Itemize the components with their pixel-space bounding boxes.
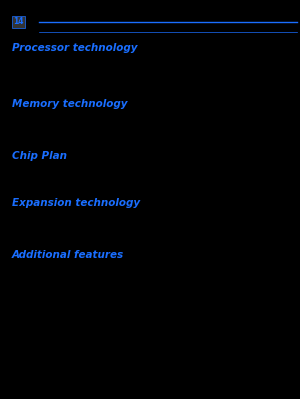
Text: Additional features: Additional features bbox=[12, 250, 124, 261]
Text: Processor technology: Processor technology bbox=[12, 43, 137, 53]
Text: Memory technology: Memory technology bbox=[12, 99, 128, 109]
Text: 14: 14 bbox=[14, 18, 24, 26]
Text: Expansion technology: Expansion technology bbox=[12, 198, 140, 209]
Text: Chip Plan: Chip Plan bbox=[12, 150, 67, 161]
